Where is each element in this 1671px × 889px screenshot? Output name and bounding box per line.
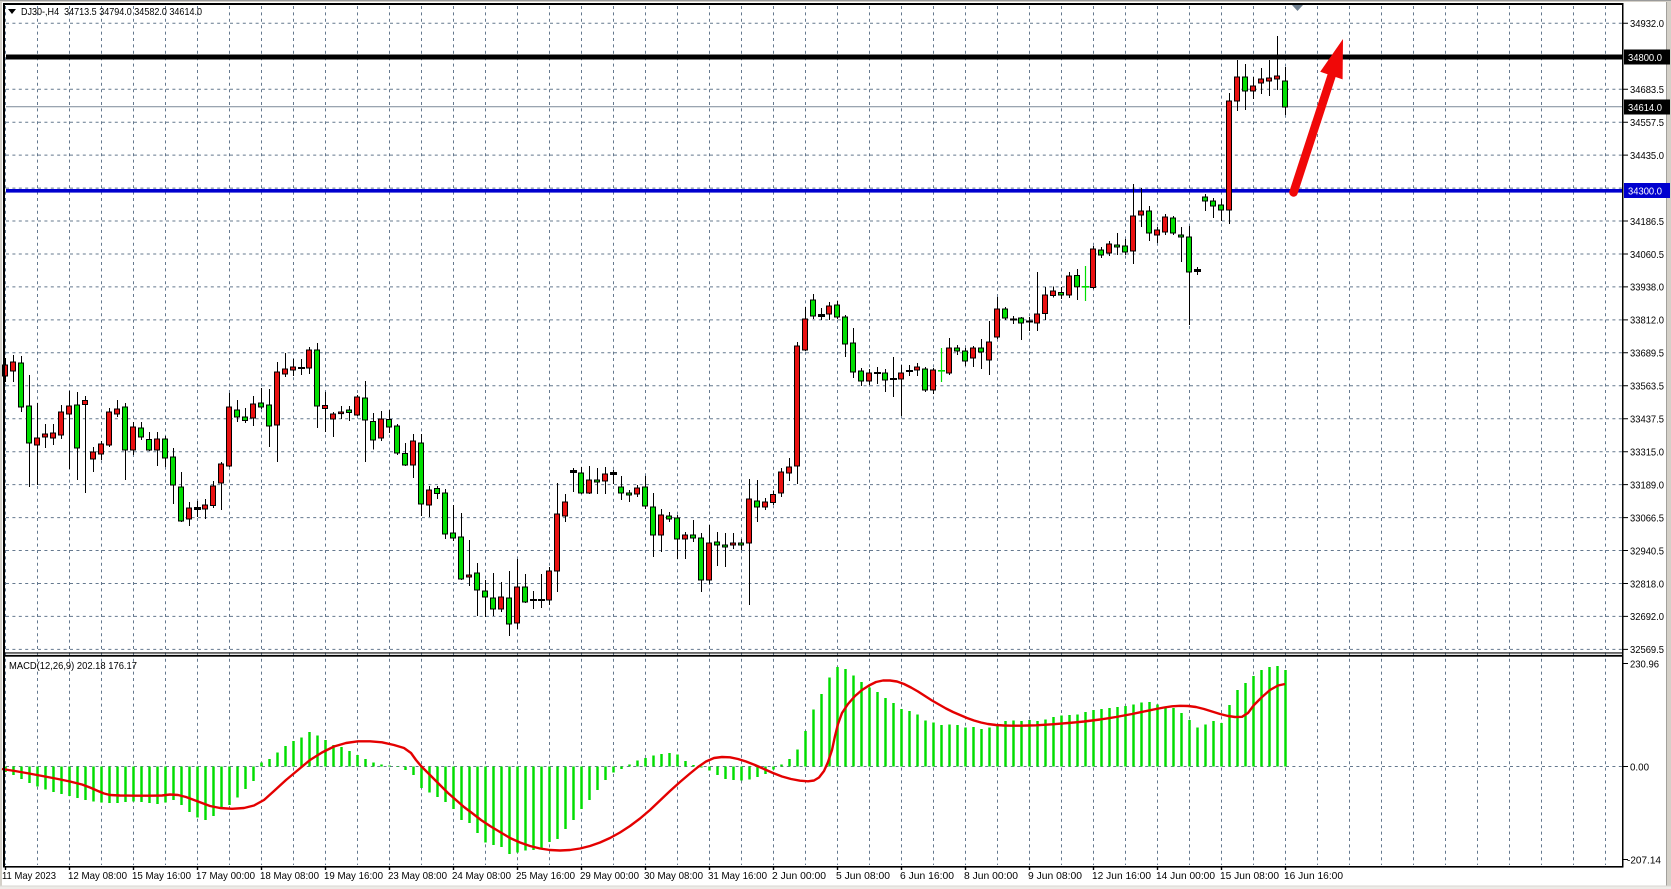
svg-text:33563.5: 33563.5 <box>1630 381 1664 393</box>
svg-text:25 May 16:00: 25 May 16:00 <box>516 870 575 882</box>
svg-text:16 Jun 16:00: 16 Jun 16:00 <box>1284 870 1343 882</box>
svg-text:18 May 08:00: 18 May 08:00 <box>260 870 319 882</box>
svg-text:34932.0: 34932.0 <box>1630 18 1664 30</box>
svg-text:33689.5: 33689.5 <box>1630 348 1664 360</box>
svg-text:23 May 08:00: 23 May 08:00 <box>388 870 447 882</box>
svg-text:33066.5: 33066.5 <box>1630 512 1664 524</box>
svg-text:2 Jun 00:00: 2 Jun 00:00 <box>772 870 826 882</box>
svg-text:30 May 08:00: 30 May 08:00 <box>644 870 703 882</box>
svg-text:9 Jun 08:00: 9 Jun 08:00 <box>1028 870 1082 882</box>
svg-text:33938.0: 33938.0 <box>1630 282 1664 294</box>
svg-text:32818.0: 32818.0 <box>1630 578 1664 590</box>
svg-text:29 May 00:00: 29 May 00:00 <box>580 870 639 882</box>
svg-text:DJ30-,H4 34713.5 34794.0 3458: DJ30-,H4 34713.5 34794.0 34582.0 34614.0 <box>21 6 202 18</box>
svg-text:17 May 00:00: 17 May 00:00 <box>196 870 255 882</box>
svg-text:8 Jun 00:00: 8 Jun 00:00 <box>964 870 1018 882</box>
svg-text:MACD(12,26,9) 202.18 176.17: MACD(12,26,9) 202.18 176.17 <box>9 660 137 672</box>
svg-text:5 Jun 08:00: 5 Jun 08:00 <box>836 870 890 882</box>
svg-text:15 May 16:00: 15 May 16:00 <box>132 870 191 882</box>
svg-text:34557.5: 34557.5 <box>1630 117 1664 129</box>
svg-text:34683.5: 34683.5 <box>1630 84 1664 96</box>
svg-text:230.96: 230.96 <box>1630 658 1659 670</box>
svg-text:32692.0: 32692.0 <box>1630 611 1664 623</box>
svg-text:32569.5: 32569.5 <box>1630 644 1664 656</box>
svg-text:34614.0: 34614.0 <box>1628 102 1662 114</box>
svg-text:33812.0: 33812.0 <box>1630 315 1664 327</box>
svg-text:32940.5: 32940.5 <box>1630 545 1664 557</box>
svg-text:12 Jun 16:00: 12 Jun 16:00 <box>1092 870 1151 882</box>
svg-text:34060.5: 34060.5 <box>1630 249 1664 261</box>
svg-text:24 May 08:00: 24 May 08:00 <box>452 870 511 882</box>
svg-text:33315.0: 33315.0 <box>1630 447 1664 459</box>
svg-text:33437.5: 33437.5 <box>1630 414 1664 426</box>
svg-text:33189.0: 33189.0 <box>1630 479 1664 491</box>
svg-text:31 May 16:00: 31 May 16:00 <box>708 870 767 882</box>
svg-text:34800.0: 34800.0 <box>1628 52 1662 64</box>
svg-text:14 Jun 00:00: 14 Jun 00:00 <box>1156 870 1215 882</box>
svg-text:-207.14: -207.14 <box>1627 854 1661 866</box>
svg-text:34300.0: 34300.0 <box>1628 186 1662 198</box>
svg-text:34186.5: 34186.5 <box>1630 216 1664 228</box>
svg-text:12 May 08:00: 12 May 08:00 <box>68 870 127 882</box>
svg-text:0.00: 0.00 <box>1630 761 1649 773</box>
svg-text:11 May 2023: 11 May 2023 <box>2 870 56 882</box>
svg-text:6 Jun 16:00: 6 Jun 16:00 <box>900 870 954 882</box>
svg-text:15 Jun 08:00: 15 Jun 08:00 <box>1220 870 1279 882</box>
svg-text:34435.0: 34435.0 <box>1630 150 1664 162</box>
svg-text:19 May 16:00: 19 May 16:00 <box>324 870 383 882</box>
